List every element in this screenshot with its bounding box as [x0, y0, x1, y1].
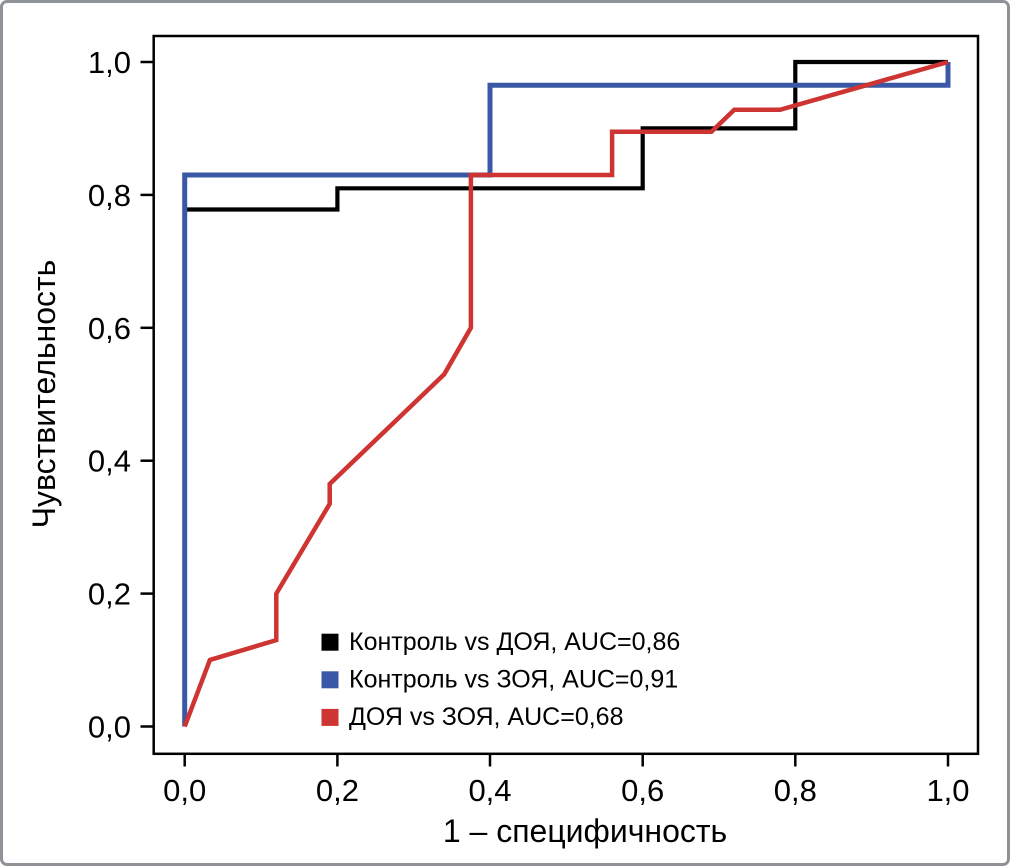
y-tick-label: 0,6 — [88, 311, 131, 346]
x-tick-label: 0,8 — [774, 773, 817, 808]
x-tick-label: 0,0 — [163, 773, 206, 808]
legend-label-doya-vs-zoya: ДОЯ vs ЗОЯ, AUC=0,68 — [349, 703, 623, 731]
y-tick-label: 0,4 — [88, 444, 131, 479]
legend-swatch-doya-vs-zoya — [321, 708, 339, 726]
roc-curves — [182, 59, 951, 728]
legend-swatch-kontrol-vs-zoya — [321, 671, 339, 689]
y-axis-ticks: 0,0 0,2 0,4 0,6 0,8 1,0 — [88, 45, 154, 745]
x-tick-label: 0,6 — [621, 773, 664, 808]
y-tick-label: 0,0 — [88, 710, 131, 745]
y-tick-label: 0,2 — [88, 577, 131, 612]
x-tick-label: 0,2 — [316, 773, 359, 808]
legend-label-kontrol-vs-zoya: Контроль vs ЗОЯ, AUC=0,91 — [349, 666, 678, 694]
roc-chart: 0,0 0,2 0,4 0,6 0,8 1,0 0,0 0,2 0,4 0,6 0,8 1,0 Чу… — [26, 34, 980, 849]
x-axis-title: 1 – специфичность — [443, 813, 727, 849]
legend-swatch-kontrol-vs-doya — [321, 633, 339, 651]
roc-curve-kontrol-vs-doya — [182, 59, 948, 727]
x-tick-label: 1,0 — [926, 773, 969, 808]
roc-curve-kontrol-vs-zoya — [182, 62, 951, 727]
x-axis-ticks: 0,0 0,2 0,4 0,6 0,8 1,0 — [163, 753, 970, 808]
roc-curve-doya-vs-zoya — [182, 59, 949, 728]
y-tick-label: 1,0 — [88, 45, 131, 80]
plot-area-border — [152, 34, 980, 756]
x-tick-label: 0,4 — [468, 773, 511, 808]
legend: Контроль vs ДОЯ, AUC=0,86 Контроль vs ЗОЯ… — [321, 628, 680, 731]
y-axis-title: Чувствительность — [26, 260, 62, 529]
y-tick-label: 0,8 — [88, 178, 131, 213]
legend-label-kontrol-vs-doya: Контроль vs ДОЯ, AUC=0,86 — [349, 628, 680, 656]
